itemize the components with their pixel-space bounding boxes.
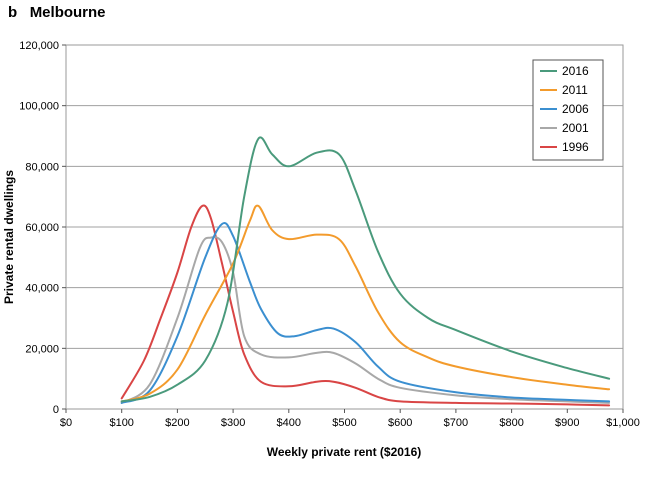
y-tick-label: 20,000	[25, 343, 59, 355]
x-tick-label: $400	[277, 417, 301, 429]
grid-lines	[66, 105, 623, 349]
series-line-1996	[120, 204, 611, 407]
y-tick-label: 40,000	[25, 283, 59, 295]
panel-label: b	[8, 4, 18, 21]
x-tick-label: $200	[165, 417, 189, 429]
legend-label-2006: 2006	[562, 102, 589, 116]
x-axis-ticks: $0 $100 $200 $300 $400 $500 $600 $700 $800 $900 $1…	[60, 409, 640, 429]
x-tick-label: $0	[60, 417, 72, 429]
panel-title: b Melbourne	[8, 4, 106, 21]
series-line-2001	[120, 236, 611, 404]
x-tick-label: $900	[555, 417, 579, 429]
legend-frame	[532, 59, 604, 161]
x-tick-label: $600	[388, 417, 412, 429]
x-tick-label: $1,000	[606, 417, 640, 429]
x-axis-title: Weekly private rent ($2016)	[267, 445, 422, 459]
y-tick-label: 60,000	[25, 222, 59, 234]
legend-label-2001: 2001	[562, 121, 589, 135]
y-axis-title: Private rental dwellings	[2, 170, 16, 304]
series-line-2011	[120, 204, 611, 403]
legend: 2016 2011 2006 2001 1996	[532, 59, 604, 161]
y-axis-ticks: 0 20,000 40,000 60,000 80,000 100,000 120,000	[19, 40, 66, 416]
legend-label-2016: 2016	[562, 64, 589, 78]
x-tick-label: $800	[499, 417, 523, 429]
legend-label-1996: 1996	[562, 140, 589, 154]
x-tick-label: $500	[332, 417, 356, 429]
series-line-2006	[120, 222, 611, 404]
series-lines	[120, 136, 611, 407]
x-tick-label: $300	[221, 417, 245, 429]
y-tick-label: 0	[53, 404, 59, 416]
panel-city: Melbourne	[29, 4, 106, 21]
series-line-2016	[120, 136, 611, 403]
x-tick-label: $700	[444, 417, 468, 429]
y-tick-label: 80,000	[25, 161, 59, 173]
y-tick-label: 120,000	[19, 40, 59, 52]
legend-label-2011: 2011	[562, 83, 588, 97]
x-tick-label: $100	[109, 417, 133, 429]
y-tick-label: 100,000	[19, 101, 59, 113]
